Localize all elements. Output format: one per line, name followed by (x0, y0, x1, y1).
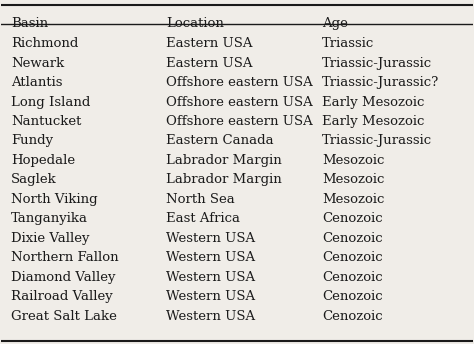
Text: Mesozoic: Mesozoic (322, 154, 384, 167)
Text: Eastern USA: Eastern USA (166, 57, 253, 70)
Text: Western USA: Western USA (166, 232, 255, 245)
Text: North Sea: North Sea (166, 193, 235, 206)
Text: Cenozoic: Cenozoic (322, 232, 383, 245)
Text: Railroad Valley: Railroad Valley (11, 290, 112, 303)
Text: Offshore eastern USA: Offshore eastern USA (166, 76, 313, 89)
Text: Cenozoic: Cenozoic (322, 290, 383, 303)
Text: East Africa: East Africa (166, 212, 240, 225)
Text: Northern Fallon: Northern Fallon (11, 251, 118, 264)
Text: Labrador Margin: Labrador Margin (166, 173, 282, 186)
Text: Eastern Canada: Eastern Canada (166, 135, 274, 148)
Text: Nantucket: Nantucket (11, 115, 81, 128)
Text: Eastern USA: Eastern USA (166, 37, 253, 50)
Text: Offshore eastern USA: Offshore eastern USA (166, 115, 313, 128)
Text: North Viking: North Viking (11, 193, 98, 206)
Text: Mesozoic: Mesozoic (322, 193, 384, 206)
Text: Tanganyika: Tanganyika (11, 212, 88, 225)
Text: Cenozoic: Cenozoic (322, 310, 383, 323)
Text: Western USA: Western USA (166, 290, 255, 303)
Text: Fundy: Fundy (11, 135, 53, 148)
Text: Saglek: Saglek (11, 173, 56, 186)
Text: Triassic: Triassic (322, 37, 374, 50)
Text: Triassic-Jurassic?: Triassic-Jurassic? (322, 76, 439, 89)
Text: Cenozoic: Cenozoic (322, 251, 383, 264)
Text: Early Mesozoic: Early Mesozoic (322, 115, 424, 128)
Text: Age: Age (322, 17, 348, 30)
Text: Offshore eastern USA: Offshore eastern USA (166, 96, 313, 109)
Text: Richmond: Richmond (11, 37, 78, 50)
Text: Cenozoic: Cenozoic (322, 271, 383, 283)
Text: Western USA: Western USA (166, 310, 255, 323)
Text: Western USA: Western USA (166, 271, 255, 283)
Text: Early Mesozoic: Early Mesozoic (322, 96, 424, 109)
Text: Long Island: Long Island (11, 96, 90, 109)
Text: Atlantis: Atlantis (11, 76, 62, 89)
Text: Dixie Valley: Dixie Valley (11, 232, 89, 245)
Text: Cenozoic: Cenozoic (322, 212, 383, 225)
Text: Labrador Margin: Labrador Margin (166, 154, 282, 167)
Text: Newark: Newark (11, 57, 64, 70)
Text: Hopedale: Hopedale (11, 154, 75, 167)
Text: Triassic-Jurassic: Triassic-Jurassic (322, 135, 432, 148)
Text: Triassic-Jurassic: Triassic-Jurassic (322, 57, 432, 70)
Text: Location: Location (166, 17, 224, 30)
Text: Mesozoic: Mesozoic (322, 173, 384, 186)
Text: Diamond Valley: Diamond Valley (11, 271, 115, 283)
Text: Great Salt Lake: Great Salt Lake (11, 310, 117, 323)
Text: Basin: Basin (11, 17, 48, 30)
Text: Western USA: Western USA (166, 251, 255, 264)
